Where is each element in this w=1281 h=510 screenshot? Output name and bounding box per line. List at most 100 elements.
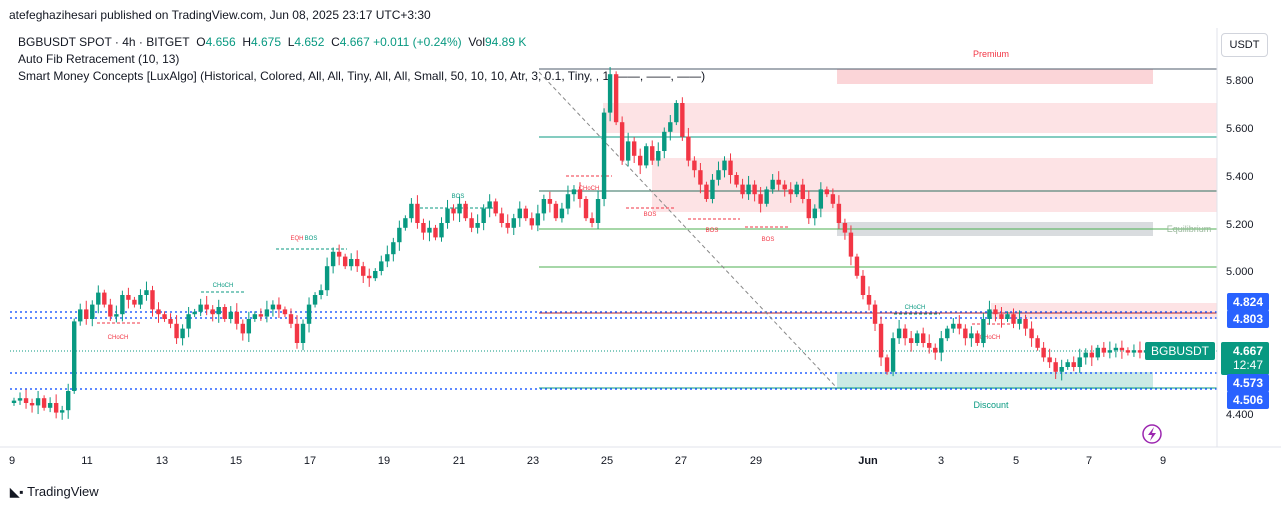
candle-body [469, 218, 474, 228]
structure-label: BOS [452, 194, 465, 200]
candle-body [240, 323, 246, 334]
candle-body [1011, 314, 1016, 324]
candle-body [716, 170, 721, 180]
candle-body [902, 328, 908, 339]
fib-trend-line [538, 71, 838, 389]
legend-indicator-smc[interactable]: Smart Money Concepts [LuxAlgo] (Historic… [18, 69, 706, 83]
structure-label: BOS [305, 236, 318, 242]
structure-label: CHoCH [579, 186, 600, 192]
legend-indicator-fib[interactable]: Auto Fib Retracement (10, 13) [18, 52, 180, 66]
x-tick-label: 9 [9, 455, 15, 467]
candle-body [72, 321, 77, 391]
legend-symbol[interactable]: BGBUSDT SPOT · 4h · BITGET [18, 35, 190, 49]
candle-body [878, 323, 884, 358]
structure-label: EQH [290, 236, 303, 242]
candle-body [17, 398, 23, 401]
y-tick-label: 5.200 [1226, 219, 1254, 231]
candle-body [818, 189, 824, 209]
premium-zone-low [652, 158, 1217, 212]
candle-body [276, 304, 282, 310]
candle-body [662, 131, 667, 151]
candle-body [53, 403, 59, 413]
candle-body [246, 319, 252, 334]
candle-body [421, 223, 426, 233]
candle-body [872, 304, 878, 324]
x-tick-label: 23 [527, 455, 539, 467]
x-tick-label: 17 [304, 455, 316, 467]
candle-body [1089, 352, 1094, 358]
price-badge-4506: 4.506 [1226, 391, 1269, 409]
candle-body [710, 179, 715, 199]
structure-label: CHoCH [213, 283, 234, 289]
candle-body [270, 304, 276, 310]
price-badge-4803: 4.803 [1226, 310, 1269, 328]
candle-body [1107, 350, 1113, 353]
candle-body [848, 232, 854, 257]
candle-body [668, 122, 673, 132]
candle-body [920, 333, 926, 343]
candle-body [409, 203, 414, 219]
candle-body [619, 122, 625, 161]
close-value: 4.667 [339, 35, 370, 49]
candle-body [583, 199, 589, 219]
candle-body [499, 213, 504, 223]
currency-button[interactable]: USDT [1221, 33, 1268, 57]
candle-body [824, 189, 830, 195]
candle-body [41, 398, 47, 408]
candle-body [595, 199, 601, 223]
candle-body [981, 319, 986, 343]
candle-body [1125, 350, 1131, 353]
candle-body [1095, 347, 1101, 358]
candle-body [1041, 347, 1046, 358]
candle-body [1083, 352, 1088, 358]
discount-zone [837, 372, 1153, 389]
low-label: L [287, 35, 295, 49]
candle-body [493, 201, 498, 214]
candle-body [842, 223, 848, 233]
candle-body [589, 218, 595, 223]
candle-body [47, 403, 53, 408]
legend-symbol-row: BGBUSDT SPOT · 4h · BITGET O4.656 H4.675… [18, 35, 526, 49]
candle-body [300, 323, 306, 343]
structure-label: BOS [644, 212, 657, 218]
candle-body [776, 179, 781, 185]
candle-body [650, 146, 655, 161]
x-tick-label: 11 [81, 455, 92, 467]
candle-body [264, 309, 270, 317]
candle-body [23, 398, 29, 403]
candle-body [746, 184, 751, 195]
candle-body [463, 203, 468, 219]
candle-body [577, 189, 583, 199]
candle-body [198, 304, 203, 312]
candle-body [1113, 347, 1119, 351]
candle-body [318, 290, 324, 295]
candle-body [306, 304, 312, 324]
candle-body [975, 333, 980, 343]
tradingview-logo[interactable]: ◣▪ TradingView [10, 484, 99, 499]
equilibrium-label: Equilibrium [1167, 224, 1212, 234]
candle-body [415, 203, 420, 223]
x-tick-label: 7 [1086, 455, 1092, 467]
structure-label: CHoCH [905, 305, 926, 311]
close-label: C [331, 35, 340, 49]
lightning-icon[interactable] [1142, 424, 1162, 444]
candle-body [330, 251, 336, 267]
candle-body [969, 333, 974, 339]
price-badge-4573: 4.573 [1226, 374, 1269, 392]
premium-label: Premium [973, 49, 1009, 59]
candle-body [210, 309, 215, 315]
candle-body [529, 218, 535, 226]
candle-body [963, 328, 968, 339]
candle-body [505, 223, 510, 228]
candle-body [475, 223, 480, 228]
candle-body [186, 314, 191, 329]
candle-body [933, 347, 938, 353]
candle-body [439, 223, 444, 238]
publisher-line: atefeghazihesari published on TradingVie… [9, 8, 431, 22]
open-label: O [196, 35, 206, 49]
structure-label: CHoCH [980, 335, 1001, 341]
candle-body [162, 314, 167, 319]
candle-body [102, 292, 107, 305]
candle-body [547, 199, 553, 204]
